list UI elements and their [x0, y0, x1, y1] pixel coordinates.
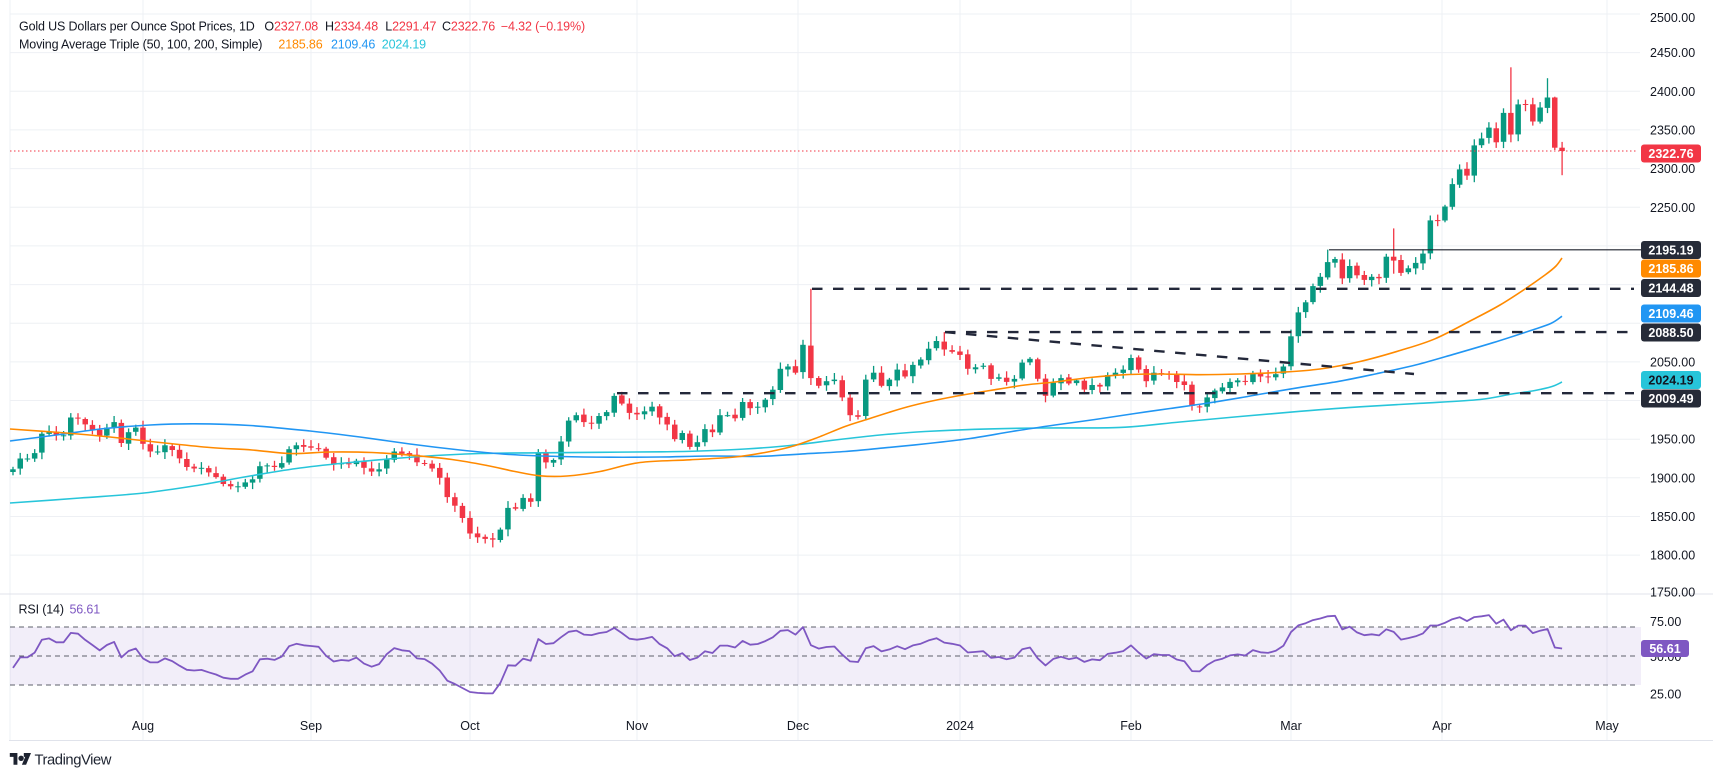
svg-text:2024.19: 2024.19	[1648, 374, 1693, 388]
svg-text:Gold US Dollars per Ounce Spot: Gold US Dollars per Ounce Spot Prices, 1…	[19, 20, 585, 34]
svg-text:Dec: Dec	[787, 719, 809, 733]
svg-text:Feb: Feb	[1120, 719, 1142, 733]
svg-text:2185.86: 2185.86	[1648, 262, 1693, 276]
svg-text:2322.76: 2322.76	[1648, 147, 1693, 161]
svg-text:2500.00: 2500.00	[1650, 11, 1695, 25]
svg-text:2450.00: 2450.00	[1650, 46, 1695, 60]
svg-text:Mar: Mar	[1280, 719, 1302, 733]
svg-text:1900.00: 1900.00	[1650, 471, 1695, 485]
svg-text:May: May	[1595, 719, 1619, 733]
svg-text:1750.00: 1750.00	[1650, 586, 1695, 600]
svg-text:Aug: Aug	[132, 719, 154, 733]
svg-text:2400.00: 2400.00	[1650, 85, 1695, 99]
svg-text:Sep: Sep	[300, 719, 322, 733]
svg-text:1850.00: 1850.00	[1650, 510, 1695, 524]
svg-text:1800.00: 1800.00	[1650, 549, 1695, 563]
svg-text:56.61: 56.61	[1649, 642, 1680, 656]
svg-text:75.00: 75.00	[1650, 615, 1681, 629]
svg-text:TradingView: TradingView	[35, 753, 112, 769]
svg-text:2350.00: 2350.00	[1650, 123, 1695, 137]
svg-text:2088.50: 2088.50	[1648, 326, 1693, 340]
svg-text:25.00: 25.00	[1650, 688, 1681, 702]
svg-text:2300.00: 2300.00	[1650, 162, 1695, 176]
svg-text:2024: 2024	[946, 719, 974, 733]
svg-text:Oct: Oct	[460, 719, 480, 733]
svg-text:Apr: Apr	[1432, 719, 1451, 733]
svg-text:Nov: Nov	[626, 719, 649, 733]
svg-text:1950.00: 1950.00	[1650, 433, 1695, 447]
svg-text:2109.46: 2109.46	[1648, 307, 1693, 321]
svg-text:2250.00: 2250.00	[1650, 201, 1695, 215]
svg-text:Moving Average Triple (50, 100: Moving Average Triple (50, 100, 200, Sim…	[19, 38, 426, 52]
svg-text:2050.00: 2050.00	[1650, 355, 1695, 369]
svg-text:RSI (14)56.61: RSI (14) 56.61	[19, 603, 101, 617]
svg-text:2144.48: 2144.48	[1648, 282, 1693, 296]
svg-text:2195.19: 2195.19	[1648, 244, 1693, 258]
svg-text:2009.49: 2009.49	[1648, 392, 1693, 406]
